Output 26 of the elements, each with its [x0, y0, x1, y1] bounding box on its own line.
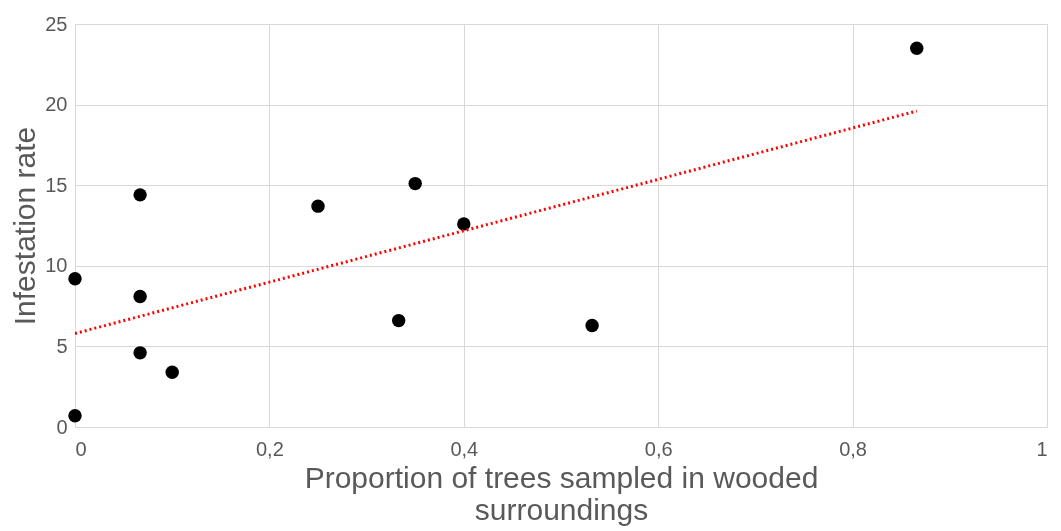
point — [165, 365, 179, 379]
y-tick-label: 25 — [45, 12, 68, 35]
point — [408, 176, 422, 191]
point — [133, 188, 147, 202]
point — [311, 199, 325, 213]
y-tick-label: 0 — [56, 415, 68, 438]
x-tick-label: 1 — [1036, 437, 1048, 460]
point — [391, 313, 406, 328]
point — [68, 409, 82, 423]
y-tick-label: 10 — [45, 254, 68, 277]
point — [133, 346, 147, 360]
x-tick-label: 0,8 — [839, 437, 868, 460]
x-tick-label: 0,6 — [644, 437, 673, 460]
y-tick-label: 20 — [45, 93, 68, 116]
x-tick-label: 0,2 — [255, 437, 284, 460]
y-axis-title: Infestation rate — [8, 126, 42, 326]
y-tick-label: 5 — [56, 334, 68, 357]
x-tick-label: 0 — [75, 437, 87, 460]
x-tick-label: 0,4 — [450, 437, 479, 460]
point — [910, 41, 924, 55]
point — [133, 289, 147, 304]
point — [68, 272, 82, 286]
y-tick-label: 15 — [45, 173, 68, 196]
x-axis-title: Proportion of trees sampled in wooded surroundings — [304, 460, 819, 526]
point — [585, 318, 599, 333]
point — [457, 217, 471, 231]
